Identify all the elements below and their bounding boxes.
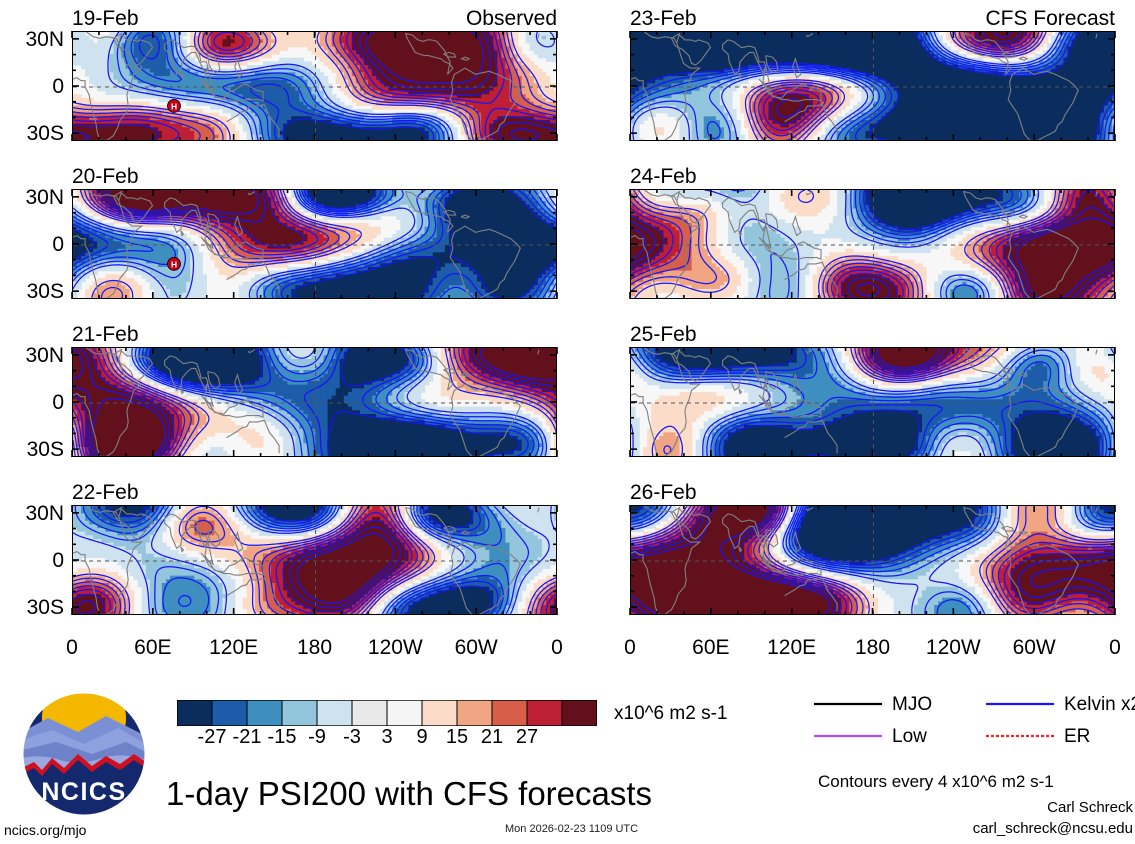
x-axis-tick-label: 0: [624, 636, 636, 660]
x-axis-tick-label: 60E: [692, 636, 729, 660]
x-axis-tick-label: 180: [855, 636, 890, 660]
colorbar-tick-label: 27: [516, 726, 538, 749]
map-panel-23-feb: 23-Feb CFS Forecast: [629, 8, 1116, 142]
legend-swatch-low: [814, 734, 882, 738]
legend-swatch-mjo: [814, 702, 882, 706]
y-axis-tick-label: 30N: [0, 345, 64, 366]
colorbar-unit-label: x10^6 m2 s-1: [614, 703, 727, 725]
y-axis-tick-label: 30N: [0, 187, 64, 208]
ncics-logo: NCICS: [22, 692, 146, 816]
author-name: Carl Schreck: [815, 799, 1133, 816]
author-email: carl_schreck@ncsu.edu: [815, 820, 1133, 837]
page-title: 1-day PSI200 with CFS forecasts: [166, 775, 652, 813]
colorbar-tick-label: 15: [446, 726, 468, 749]
x-axis-tick-label: 180: [297, 636, 332, 660]
y-axis-tick-label: 0: [0, 392, 64, 413]
legend-label-mjo: MJO: [892, 694, 932, 716]
y-axis-tick-label: 30S: [0, 439, 64, 460]
y-axis-tick-label: 30S: [0, 281, 64, 302]
y-axis-tick-label: 0: [0, 550, 64, 571]
map-panel-26-feb: 26-Feb: [629, 482, 1116, 616]
contour-legend: MJO Kelvin x2 Low ER: [812, 694, 1135, 754]
map-canvas: [630, 31, 1115, 141]
legend-label-kelvin: Kelvin x2: [1064, 694, 1135, 716]
colorbar-ticks: -27 -21 -15 -9 -3 3 9 15 21 27: [177, 726, 597, 750]
map-canvas: H: [72, 31, 557, 141]
y-axis-tick-label: 30S: [0, 597, 64, 618]
map-panel-21-feb: 21-Feb: [71, 324, 558, 458]
panel-date-label: 23-Feb: [630, 8, 697, 30]
legend-swatch-er: [986, 734, 1054, 738]
panel-date-label: 26-Feb: [630, 482, 697, 504]
ncics-logo-graphic: NCICS: [22, 692, 146, 816]
map-canvas: H: [72, 189, 557, 299]
generation-timestamp: Mon 2026-02-23 1109 UTC: [505, 823, 638, 835]
map-canvas: [630, 347, 1115, 457]
legend-entry-low: Low: [812, 726, 927, 747]
map-canvas: [630, 505, 1115, 615]
panel-date-label: 20-Feb: [72, 166, 139, 188]
legend-label-low: Low: [892, 726, 927, 748]
map-panel-20-feb: 20-Feb H: [71, 166, 558, 300]
x-axis-tick-label: 60W: [455, 636, 498, 660]
panel-date-label: 19-Feb: [72, 8, 139, 30]
y-axis-tick-label: 30S: [0, 123, 64, 144]
panel-date-label: 21-Feb: [72, 324, 139, 346]
x-axis-tick-label: 0: [551, 636, 563, 660]
panel-group-label: Observed: [466, 8, 557, 30]
colorbar-swatches: [177, 700, 597, 726]
map-panel-24-feb: 24-Feb: [629, 166, 1116, 300]
y-axis-tick-label: 30N: [0, 29, 64, 50]
contour-interval-note: Contours every 4 x10^6 m2 s-1: [818, 772, 1054, 792]
colorbar-tick-label: 3: [381, 726, 392, 749]
legend-label-er: ER: [1064, 726, 1090, 748]
y-axis-tick-label: 0: [0, 234, 64, 255]
legend-swatch-kelvin: [986, 702, 1054, 706]
colorbar-tick-label: 9: [416, 726, 427, 749]
x-axis-tick-label: 120W: [926, 636, 981, 660]
colorbar-tick-label: -3: [343, 726, 361, 749]
panel-date-label: 22-Feb: [72, 482, 139, 504]
legend-entry-er: ER: [984, 726, 1090, 747]
legend-entry-mjo: MJO: [812, 694, 932, 715]
colorbar-tick-label: -27: [198, 726, 227, 749]
x-axis-tick-label: 0: [66, 636, 78, 660]
panel-date-label: 25-Feb: [630, 324, 697, 346]
x-axis-tick-label: 120E: [209, 636, 258, 660]
map-canvas: [72, 347, 557, 457]
y-axis-tick-label: 30N: [0, 503, 64, 524]
x-axis-tick-label: 0: [1109, 636, 1121, 660]
colorbar-tick-label: -15: [268, 726, 297, 749]
x-axis-tick-label: 60E: [134, 636, 171, 660]
svg-text:H: H: [171, 101, 177, 111]
map-canvas: [72, 505, 557, 615]
panel-group-label: CFS Forecast: [985, 8, 1115, 30]
x-axis-left-column: 0 60E 120E 180 120W 60W 0: [66, 636, 563, 662]
colorbar-tick-label: 21: [481, 726, 503, 749]
x-axis-tick-label: 60W: [1013, 636, 1056, 660]
x-axis-tick-label: 120E: [767, 636, 816, 660]
ncics-logo-text: NCICS: [41, 778, 126, 806]
map-panel-25-feb: 25-Feb: [629, 324, 1116, 458]
x-axis-tick-label: 120W: [368, 636, 423, 660]
colorbar-tick-label: -21: [233, 726, 262, 749]
map-canvas: [630, 189, 1115, 299]
map-panel-19-feb: 19-Feb Observed H: [71, 8, 558, 142]
colorbar-tick-label: -9: [308, 726, 326, 749]
site-link[interactable]: ncics.org/mjo: [4, 822, 86, 838]
colorbar: -27 -21 -15 -9 -3 3 9 15 21 27: [177, 700, 597, 750]
panel-date-label: 24-Feb: [630, 166, 697, 188]
map-panel-22-feb: 22-Feb: [71, 482, 558, 616]
y-axis-tick-label: 0: [0, 76, 64, 97]
legend-entry-kelvin: Kelvin x2: [984, 694, 1135, 715]
x-axis-right-column: 0 60E 120E 180 120W 60W 0: [624, 636, 1121, 662]
